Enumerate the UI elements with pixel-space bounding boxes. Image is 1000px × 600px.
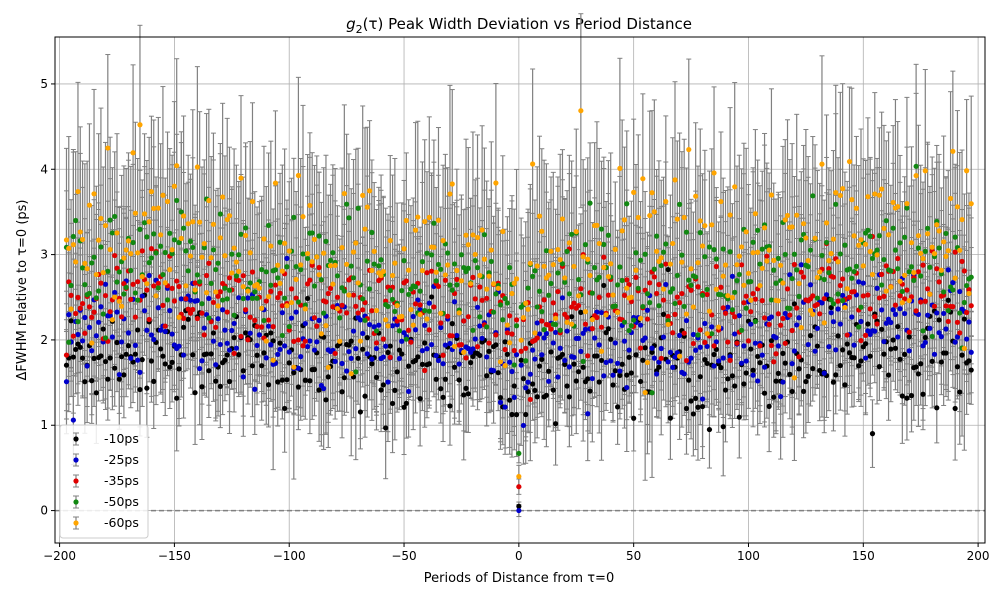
title-subscript: 2 [356,23,363,36]
title-rest: (τ) Peak Width Deviation vs Period Dista… [363,15,692,33]
title-g: g [346,15,356,33]
chart-title: g2(τ) Peak Width Deviation vs Period Dis… [346,15,692,36]
